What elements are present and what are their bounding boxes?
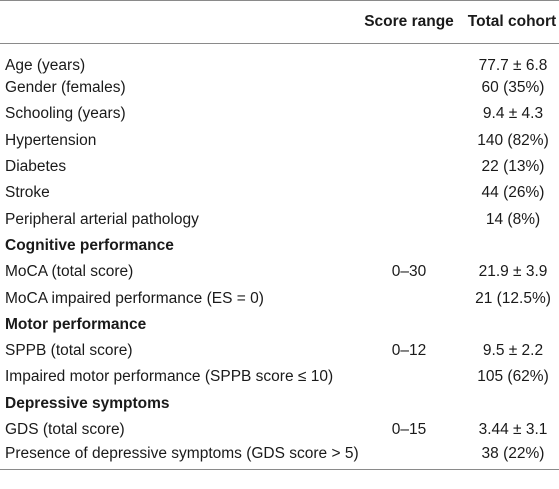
table-row: Schooling (years) 9.4 ± 4.3: [0, 101, 559, 127]
row-label: SPPB (total score): [5, 342, 133, 360]
row-score-range: [357, 443, 461, 470]
table-row: Age (years) 77.7 ± 6.8: [0, 44, 559, 76]
row-label: Diabetes: [5, 158, 67, 176]
row-total-cohort: 60 (35%): [481, 79, 545, 97]
section-title: Depressive symptoms: [5, 394, 170, 412]
section-title: Cognitive performance: [5, 236, 174, 254]
row-total-cohort: 9.4 ± 4.3: [482, 105, 544, 123]
row-total-cohort: 44 (26%): [481, 184, 545, 202]
row-score-range: [357, 391, 461, 417]
row-label: MoCA impaired performance (ES = 0): [5, 289, 264, 307]
cohort-characteristics-table: Score range Total cohort Age (years) 77.7…: [0, 0, 559, 470]
header-total-cohort: Total cohort: [461, 0, 559, 44]
row-total-cohort: [461, 391, 559, 417]
row-total-cohort: 77.7 ± 6.8: [478, 57, 548, 74]
row-total-cohort: 38 (22%): [461, 443, 559, 470]
header-score-range: Score range: [357, 0, 461, 44]
table-row: Impaired motor performance (SPPB score ≤…: [0, 364, 559, 390]
table-row: GDS (total score) 0–15 3.44 ± 3.1: [0, 417, 559, 443]
table-row: MoCA (total score) 0–30 21.9 ± 3.9: [0, 259, 559, 285]
row-label: Peripheral arterial pathology: [5, 210, 199, 228]
row-label: Schooling (years): [5, 105, 126, 123]
row-total-cohort: 22 (13%): [481, 158, 545, 176]
row-score-range: [357, 206, 461, 232]
row-total-cohort: 3.44 ± 3.1: [478, 421, 548, 438]
row-label: Gender (females): [5, 79, 126, 97]
header-label-column: [0, 0, 357, 44]
row-total-cohort: 21.9 ± 3.9: [478, 263, 548, 281]
table-row: Hypertension 140 (82%): [0, 128, 559, 154]
row-label: Age (years): [5, 57, 86, 74]
table-row: Stroke 44 (26%): [0, 180, 559, 206]
row-score-range: 0–30: [391, 263, 427, 281]
row-label: Presence of depressive symptoms (GDS sco…: [0, 443, 359, 470]
row-score-range: [357, 312, 461, 338]
row-total-cohort: 21 (12.5%): [475, 289, 551, 307]
row-total-cohort: 9.5 ± 2.2: [482, 342, 544, 360]
row-score-range: [357, 364, 461, 390]
row-score-range: 0–15: [391, 421, 427, 438]
row-score-range: [357, 128, 461, 154]
row-total-cohort: [461, 233, 559, 259]
row-label: Stroke: [5, 184, 50, 202]
row-score-range: [357, 101, 461, 127]
row-total-cohort: [461, 312, 559, 338]
section-header-row: Motor performance: [0, 312, 559, 338]
table-row: Diabetes 22 (13%): [0, 154, 559, 180]
table-row: Gender (females) 60 (35%): [0, 75, 559, 101]
row-score-range: [357, 180, 461, 206]
section-header-row: Depressive symptoms: [0, 391, 559, 417]
row-label: GDS (total score): [5, 421, 125, 438]
row-total-cohort: 14 (8%): [485, 210, 541, 228]
table-row: Presence of depressive symptoms (GDS sco…: [0, 443, 559, 470]
row-score-range: [357, 154, 461, 180]
section-header-row: Cognitive performance: [0, 233, 559, 259]
table-header: Score range Total cohort: [0, 0, 559, 44]
row-score-range: 0–12: [391, 342, 427, 360]
table-row: Peripheral arterial pathology 14 (8%): [0, 206, 559, 232]
header-row: Score range Total cohort: [0, 0, 559, 44]
table-row: MoCA impaired performance (ES = 0) 21 (12…: [0, 285, 559, 311]
row-score-range: [357, 285, 461, 311]
row-score-range: [357, 75, 461, 101]
row-label: Impaired motor performance (SPPB score ≤…: [5, 368, 334, 386]
row-total-cohort: 105 (62%): [477, 368, 549, 386]
row-label: MoCA (total score): [5, 263, 134, 281]
row-score-range: [357, 44, 461, 76]
row-total-cohort: 140 (82%): [477, 131, 549, 149]
section-title: Motor performance: [5, 315, 147, 333]
row-label: Hypertension: [5, 131, 97, 149]
table-row: SPPB (total score) 0–12 9.5 ± 2.2: [0, 338, 559, 364]
table-body: Age (years) 77.7 ± 6.8 Gender (females) 60 …: [0, 44, 559, 470]
row-score-range: [357, 233, 461, 259]
